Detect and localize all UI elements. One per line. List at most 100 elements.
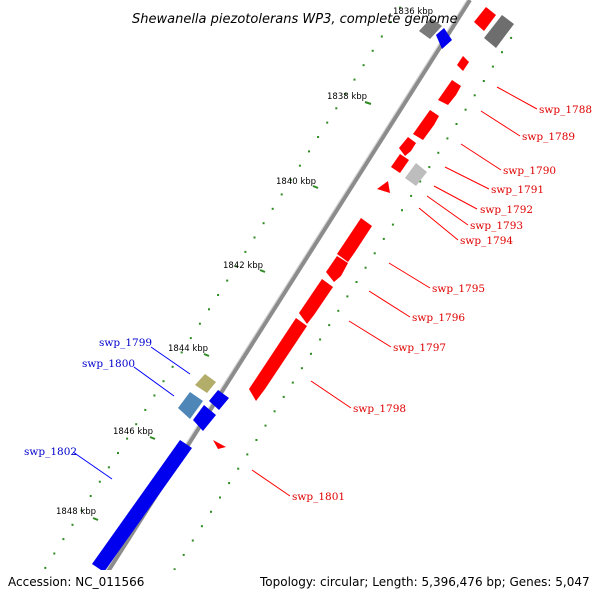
tick-dot — [298, 164, 301, 167]
kbp-label-1848: 1848 kbp — [56, 507, 96, 517]
gene-arrow-blue-1800b[interactable] — [209, 390, 229, 410]
gene-arrow-swp-1792[interactable] — [391, 154, 409, 173]
kbp-tick-1844 — [203, 353, 210, 357]
gene-arrow-darkgray-top[interactable] — [484, 15, 514, 48]
gene-arrow-swp-1798[interactable] — [249, 318, 307, 401]
gene-label-swp-1791[interactable]: swp_1791 — [491, 184, 544, 196]
tick-dot — [226, 279, 229, 282]
tick-dot — [217, 294, 220, 296]
gene-arrow-red-top[interactable] — [474, 7, 496, 31]
gene-arrow-swp-1795[interactable] — [337, 218, 372, 262]
tick-dot — [482, 80, 485, 82]
tick-dot — [326, 121, 329, 124]
tick-dot — [144, 408, 147, 411]
tick-dot — [337, 309, 340, 312]
gene-arrow-swp-1799[interactable] — [195, 374, 216, 393]
kbp-scale: 1836 kbp 1838 kbp 1840 kbp 1842 kbp 1844… — [56, 7, 433, 521]
tick-dot — [191, 539, 194, 542]
tick-dot — [44, 566, 47, 569]
tick-dot — [446, 137, 449, 140]
tick-dot — [253, 236, 256, 239]
gene-label-swp-1798[interactable]: swp_1798 — [353, 403, 406, 415]
gene-label-swp-1796[interactable]: swp_1796 — [412, 312, 465, 324]
tick-dot — [328, 324, 331, 327]
tick-dot — [310, 352, 312, 355]
tick-dot — [210, 510, 212, 513]
tick-dot — [308, 150, 310, 153]
gene-arrow-swp-1797[interactable] — [299, 279, 333, 324]
tick-dot — [353, 78, 356, 81]
gene-arrow-gray[interactable] — [419, 18, 442, 39]
kbp-tick-1842 — [259, 269, 266, 273]
tick-dot — [235, 265, 238, 268]
tick-dot — [71, 523, 74, 526]
tick-dot — [244, 250, 247, 253]
tick-dot — [246, 453, 249, 456]
gene-label-swp-1800[interactable]: swp_1800 — [82, 358, 135, 370]
label-leader-lines — [72, 86, 538, 497]
gene-arrow-swp-1791[interactable] — [399, 137, 416, 156]
gene-arrow-swp-1800a[interactable] — [178, 392, 203, 419]
tick-dot — [346, 295, 349, 298]
kbp-label-1836: 1836 kbp — [393, 7, 433, 17]
tick-dot — [53, 552, 56, 555]
tick-dot — [380, 35, 383, 38]
gene-arrow-swp-1802[interactable] — [92, 440, 192, 572]
tick-dot — [410, 194, 413, 197]
tick-dot — [62, 538, 65, 541]
tick-dot — [189, 337, 192, 340]
tick-dot — [419, 180, 422, 183]
tick-dot — [464, 108, 467, 111]
tick-dot — [473, 94, 476, 97]
tick-dot — [162, 380, 165, 383]
gene-label-swp-1801[interactable]: swp_1801 — [292, 491, 345, 503]
tick-dot — [391, 223, 394, 226]
gene-arrow-blue-top[interactable] — [436, 28, 452, 49]
tick-dot — [280, 193, 283, 196]
tick-dot — [273, 410, 276, 413]
kbp-label-1840: 1840 kbp — [276, 177, 316, 187]
gene-label-swp-1793[interactable]: swp_1793 — [470, 220, 523, 232]
gene-arrow-swp-1801[interactable] — [213, 440, 226, 449]
accession-text: Accession: NC_011566 — [8, 575, 144, 589]
gene-label-swp-1795[interactable]: swp_1795 — [432, 283, 485, 295]
gene-arrow-swp-1789[interactable] — [438, 80, 461, 105]
kbp-label-1842: 1842 kbp — [223, 261, 263, 271]
tick-dot — [455, 123, 458, 125]
gene-arrow-swp-1796[interactable] — [326, 256, 348, 282]
tick-dot — [319, 338, 322, 341]
gene-label-swp-1794[interactable]: swp_1794 — [460, 235, 513, 247]
tick-dot — [373, 252, 376, 255]
gene-label-swp-1792[interactable]: swp_1792 — [480, 204, 533, 216]
kbp-tick-1840 — [312, 185, 319, 189]
gene-arrow-swp-1788[interactable] — [457, 56, 469, 71]
gene-arrow-blue-1800c[interactable] — [193, 405, 216, 431]
tick-dot — [382, 237, 385, 240]
gene-label-swp-1799[interactable]: swp_1799 — [99, 337, 152, 349]
tick-dot — [491, 65, 494, 68]
gene-label-swp-1789[interactable]: swp_1789 — [522, 131, 575, 143]
tick-dot — [219, 496, 221, 499]
gene-arrow-swp-1790[interactable] — [413, 110, 439, 140]
tick-dot — [255, 439, 258, 441]
footer-background — [0, 570, 600, 600]
tick-dot — [126, 437, 129, 440]
kbp-tick-1838 — [364, 101, 372, 105]
tick-dot — [117, 452, 119, 454]
kbp-label-1844: 1844 kbp — [168, 344, 208, 354]
kbp-label-1838: 1838 kbp — [327, 92, 367, 102]
tick-dot — [80, 509, 83, 512]
tick-dot — [501, 51, 503, 54]
gene-arrow-swp-1794[interactable] — [377, 181, 390, 193]
tick-dot — [344, 92, 347, 95]
tick-dot — [389, 21, 392, 24]
gene-label-swp-1802[interactable]: swp_1802 — [24, 446, 77, 458]
gene-label-swp-1788[interactable]: swp_1788 — [539, 104, 592, 116]
tick-dot — [264, 424, 267, 427]
gene-label-swp-1797[interactable]: swp_1797 — [393, 342, 446, 354]
tick-dot — [399, 6, 401, 9]
kbp-tick-1846 — [149, 436, 156, 440]
gene-arrow-gray-1793[interactable] — [405, 163, 427, 186]
gene-label-swp-1790[interactable]: swp_1790 — [503, 165, 556, 177]
